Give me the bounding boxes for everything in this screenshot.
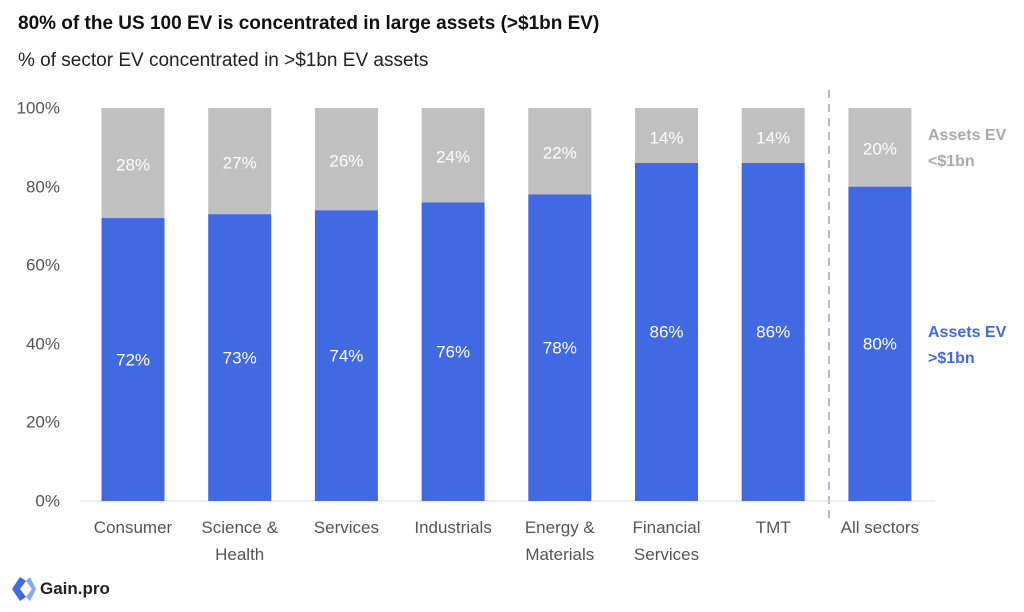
bar-segment (208, 108, 272, 215)
bar-segment (528, 194, 592, 501)
y-tick-label: 100% (16, 98, 60, 118)
chart-title: 80% of the US 100 EV is concentrated in … (18, 13, 600, 34)
legend-entry: Assets EV >$1bn (928, 323, 1007, 367)
value-label: 28% (115, 155, 151, 175)
bar-segment (101, 108, 165, 219)
x-tick-label: Consumer (93, 518, 173, 537)
y-tick-label: 40% (25, 334, 60, 354)
bar-segment (101, 218, 165, 502)
bar-segment (421, 108, 485, 203)
value-label: 14% (649, 128, 684, 147)
x-tick-label: Services (313, 518, 379, 537)
bar-segment (208, 214, 272, 502)
value-label: 24% (436, 147, 471, 167)
value-label: 20% (862, 139, 897, 159)
value-label: 76% (436, 342, 471, 362)
value-label: 22% (542, 143, 577, 163)
bar-segment (635, 108, 698, 164)
x-tick-label: All sectors (840, 518, 920, 537)
bar-segment (314, 210, 378, 501)
bar-segment (741, 163, 805, 501)
value-label: 78% (542, 338, 577, 358)
value-label: 73% (222, 348, 257, 368)
value-label: 74% (329, 346, 364, 366)
x-tick-label: Energy & Materials (524, 518, 595, 564)
bar-segment (314, 108, 378, 211)
logo-icon (12, 577, 36, 601)
bar-segment (848, 186, 912, 501)
x-tick-label: Financial Services (632, 518, 701, 564)
value-label: 86% (756, 322, 791, 342)
bar-segment (421, 202, 485, 501)
value-label: 14% (756, 128, 791, 147)
value-label: 80% (862, 334, 897, 354)
y-tick-label: 80% (25, 177, 60, 197)
y-tick-label: 60% (25, 255, 60, 275)
value-label: 26% (329, 151, 364, 171)
value-label: 72% (115, 350, 151, 370)
bar-segment (635, 163, 698, 501)
y-tick-label: 20% (25, 412, 60, 432)
chart-subtitle: % of sector EV concentrated in >$1bn EV … (18, 50, 429, 71)
logo-text: Gain.pro (40, 579, 110, 598)
y-tick-label: 0% (35, 491, 60, 511)
x-tick-label: Science & Health (201, 518, 278, 564)
bar-segment (848, 108, 912, 187)
legend-entry: Assets EV <$1bn (928, 127, 1007, 171)
value-label: 86% (649, 322, 684, 342)
x-tick-label: Industrials (414, 518, 492, 537)
x-tick-label: TMT (755, 518, 791, 537)
value-label: 27% (222, 153, 257, 173)
bar-segment (528, 108, 592, 195)
bar-segment (741, 108, 805, 164)
